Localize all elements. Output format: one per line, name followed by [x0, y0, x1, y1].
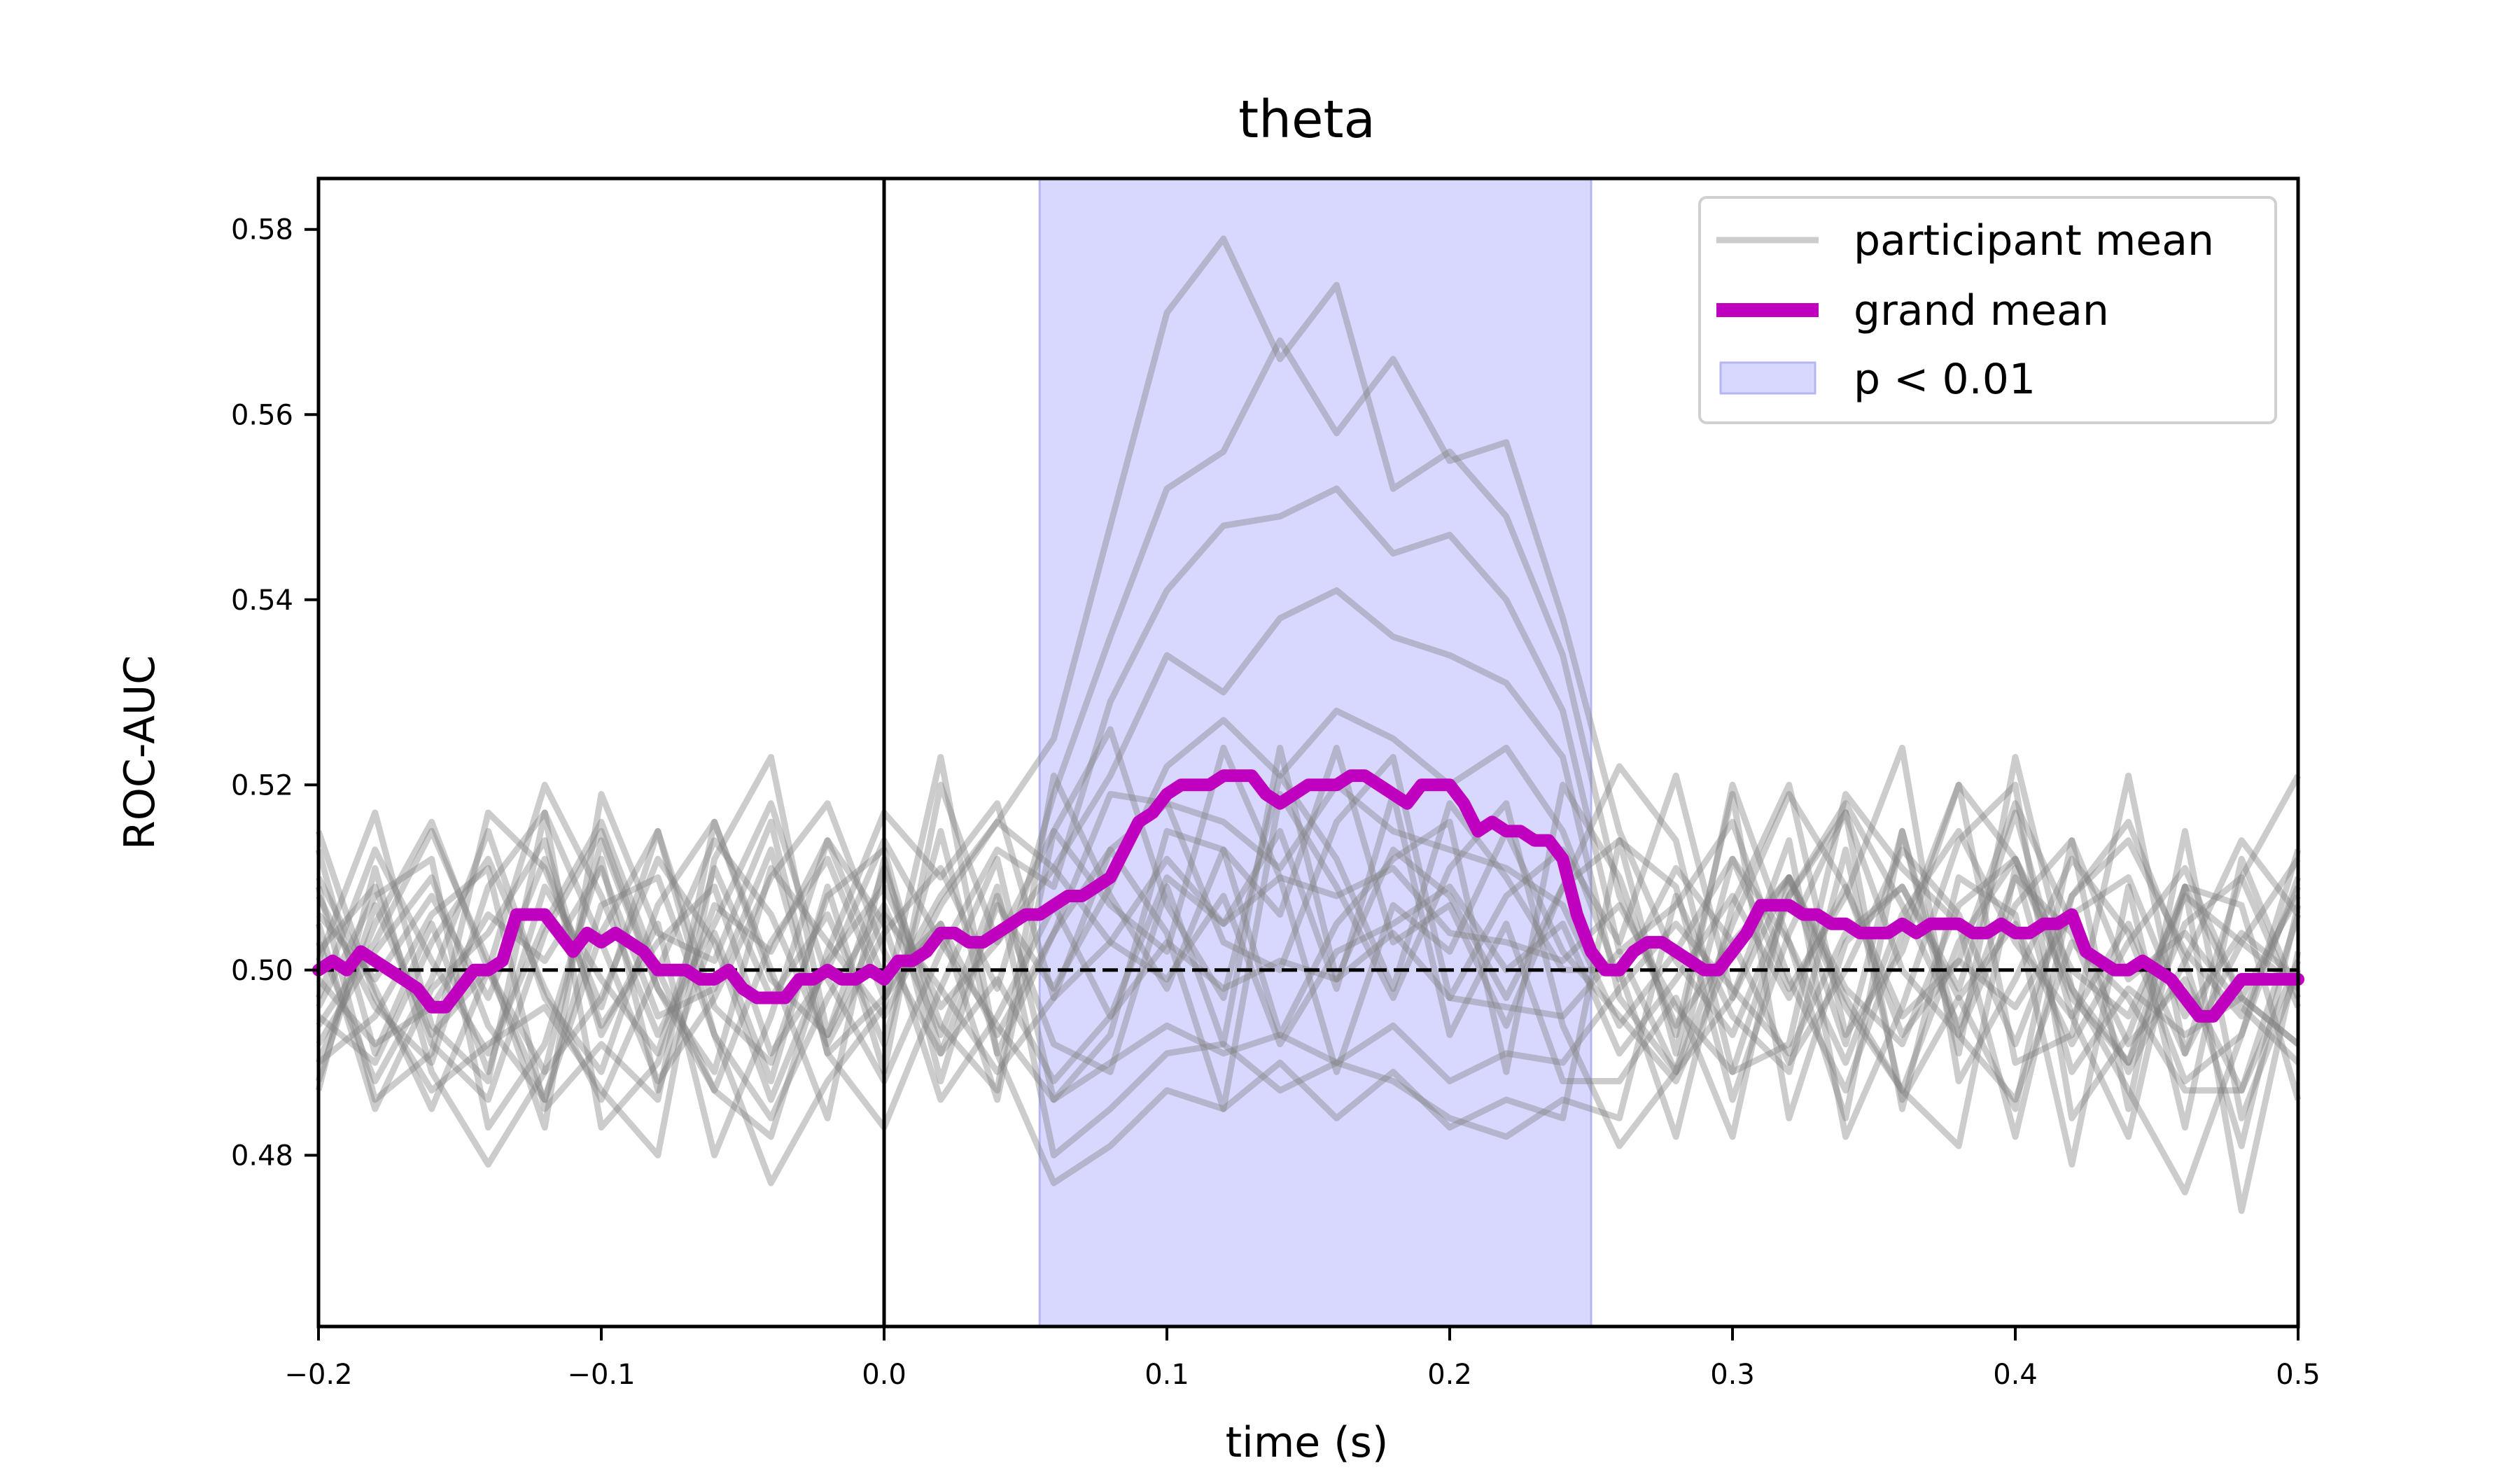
- y-tick-label: 0.58: [231, 214, 293, 246]
- legend-significance-swatch: [1719, 361, 1816, 395]
- y-tick-label: 0.50: [231, 955, 293, 987]
- x-tick-label: 0.4: [1993, 1359, 2038, 1391]
- participant-line-14: [315, 791, 2300, 1158]
- participant-line-3: [315, 485, 2302, 1112]
- x-tick-label: 0.0: [862, 1359, 906, 1391]
- participant-line-18: [316, 781, 2302, 1214]
- plot-area: [312, 177, 2304, 1328]
- x-tick-label: 0.1: [1144, 1359, 1189, 1391]
- y-axis-ticks: 0.48 0.50 0.52 0.54 0.56 0.58: [231, 214, 318, 1172]
- legend-participant-label: participant mean: [1854, 216, 2214, 265]
- participant-line-17: [315, 754, 2302, 1186]
- x-tick-label: 0.3: [1710, 1359, 1755, 1391]
- x-tick-label: −0.2: [284, 1359, 352, 1391]
- participant-line-12: [315, 827, 2302, 1158]
- legend-grand-mean-label: grand mean: [1854, 286, 2109, 335]
- x-tick-label: 0.5: [2276, 1359, 2320, 1391]
- y-tick-label: 0.56: [231, 399, 293, 431]
- participant-line-15: [315, 744, 2302, 1158]
- participant-line-6: [315, 781, 2301, 1094]
- x-tick-label: −0.1: [567, 1359, 635, 1391]
- x-axis-label: time (s): [1226, 1418, 1389, 1467]
- participant-line-20: [316, 744, 2302, 1168]
- y-axis-label: ROC-AUC: [115, 655, 164, 850]
- y-tick-label: 0.54: [231, 584, 293, 617]
- participant-line-13: [315, 726, 2301, 1140]
- y-tick-label: 0.48: [231, 1140, 293, 1172]
- legend-significance-label: p < 0.01: [1854, 355, 2036, 404]
- plot-frame: [316, 176, 2300, 1329]
- participant-line-7: [315, 809, 2301, 1084]
- x-tick-label: 0.2: [1427, 1359, 1472, 1391]
- x-axis-ticks: −0.2 −0.1 0.0 0.1 0.2 0.3 0.4 0.5: [284, 1326, 2320, 1391]
- participant-line-2: [316, 337, 2301, 1103]
- participant-line-19: [315, 744, 2302, 1131]
- significance-window: [1038, 177, 1592, 1328]
- y-tick-label: 0.52: [231, 769, 293, 802]
- chart-title: theta: [1238, 90, 1376, 150]
- participant-line-11: [315, 754, 2302, 1196]
- legend: participant mean grand mean p < 0.01: [1698, 196, 2277, 424]
- grand-mean-line: [312, 769, 2304, 1023]
- legend-box: [1698, 196, 2277, 424]
